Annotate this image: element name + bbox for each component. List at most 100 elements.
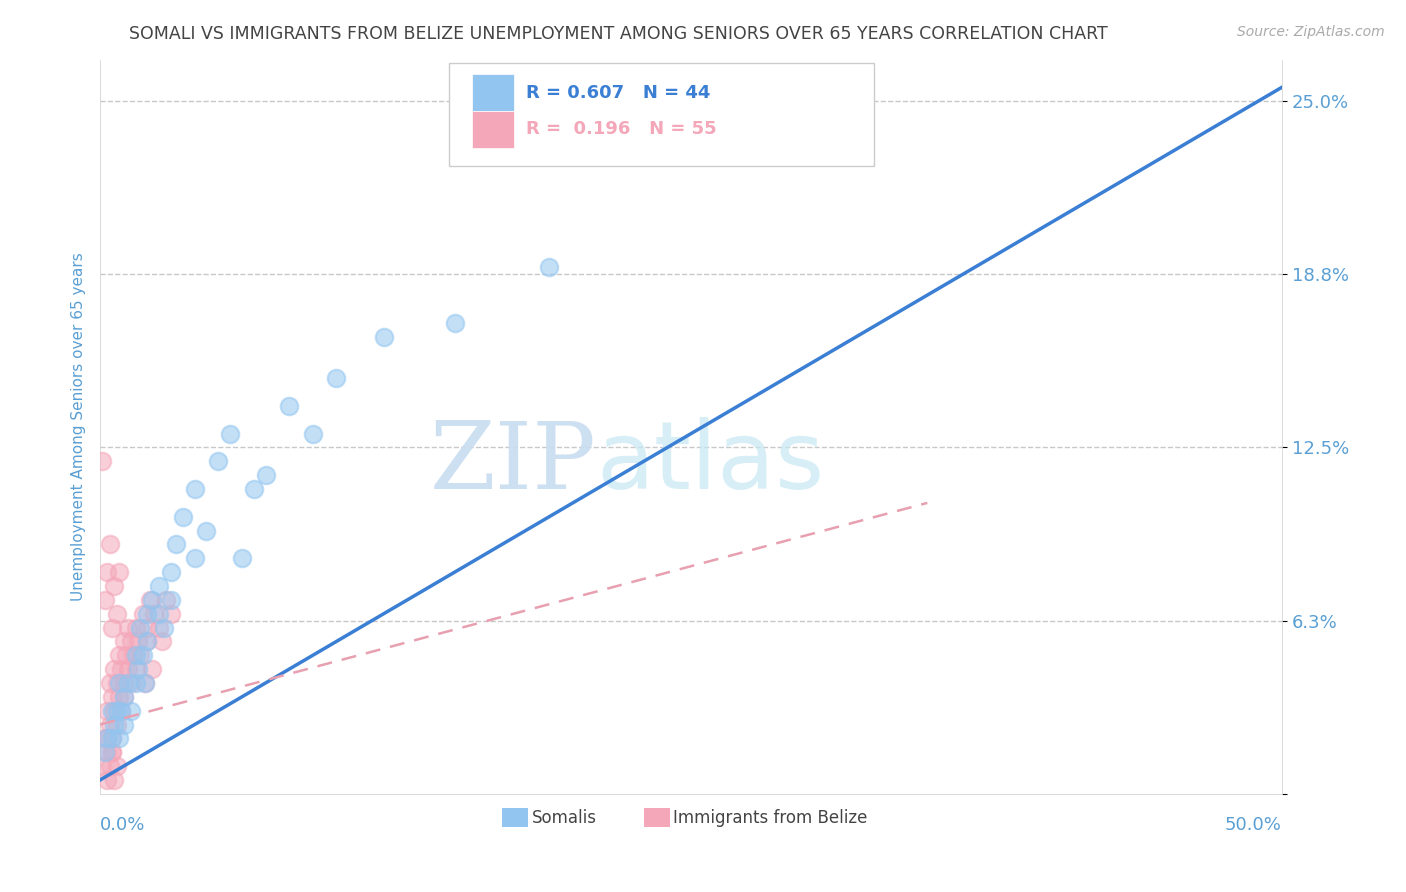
Point	[124, 621, 146, 635]
Point	[117, 676, 139, 690]
Point	[231, 551, 253, 566]
Point	[131, 607, 153, 621]
Point	[120, 634, 142, 648]
Point	[143, 607, 166, 621]
Point	[103, 704, 125, 718]
Text: R = 0.607   N = 44: R = 0.607 N = 44	[526, 84, 710, 102]
FancyBboxPatch shape	[644, 808, 669, 827]
Point	[103, 772, 125, 787]
Point	[98, 717, 121, 731]
Point	[219, 426, 242, 441]
Point	[538, 260, 561, 275]
Point	[117, 621, 139, 635]
Text: SOMALI VS IMMIGRANTS FROM BELIZE UNEMPLOYMENT AMONG SENIORS OVER 65 YEARS CORREL: SOMALI VS IMMIGRANTS FROM BELIZE UNEMPLO…	[129, 25, 1108, 43]
Point	[98, 676, 121, 690]
Point	[124, 648, 146, 663]
Point	[98, 759, 121, 773]
Point	[139, 592, 162, 607]
Point	[112, 690, 135, 704]
Point	[124, 662, 146, 676]
Point	[127, 634, 149, 648]
Point	[112, 690, 135, 704]
Point	[101, 745, 124, 759]
Point	[148, 621, 170, 635]
Point	[105, 607, 128, 621]
Point	[96, 731, 118, 746]
FancyBboxPatch shape	[472, 74, 513, 111]
FancyBboxPatch shape	[502, 808, 527, 827]
Point	[101, 745, 124, 759]
Point	[153, 621, 176, 635]
Point	[105, 717, 128, 731]
Point	[105, 704, 128, 718]
Point	[160, 565, 183, 579]
Point	[108, 731, 131, 746]
Point	[110, 704, 132, 718]
Point	[278, 399, 301, 413]
Point	[141, 662, 163, 676]
Point	[101, 621, 124, 635]
Point	[96, 745, 118, 759]
Point	[183, 551, 205, 566]
Point	[751, 108, 773, 122]
Point	[98, 537, 121, 551]
Point	[136, 634, 159, 648]
Point	[129, 621, 152, 635]
Text: R =  0.196   N = 55: R = 0.196 N = 55	[526, 120, 716, 138]
Point	[325, 371, 347, 385]
Point	[160, 592, 183, 607]
Point	[108, 676, 131, 690]
Point	[131, 648, 153, 663]
Point	[115, 648, 138, 663]
Point	[91, 759, 114, 773]
FancyBboxPatch shape	[472, 111, 513, 148]
Point	[103, 662, 125, 676]
Point	[120, 676, 142, 690]
Point	[127, 662, 149, 676]
Point	[94, 592, 117, 607]
Point	[160, 607, 183, 621]
Y-axis label: Unemployment Among Seniors over 65 years: Unemployment Among Seniors over 65 years	[72, 252, 86, 601]
Text: 0.0%: 0.0%	[100, 816, 145, 834]
Point	[148, 579, 170, 593]
Point	[112, 634, 135, 648]
Point	[254, 468, 277, 483]
Point	[96, 772, 118, 787]
Point	[105, 759, 128, 773]
Point	[108, 690, 131, 704]
Point	[101, 704, 124, 718]
Point	[103, 717, 125, 731]
Point	[183, 482, 205, 496]
Point	[124, 676, 146, 690]
Text: Immigrants from Belize: Immigrants from Belize	[673, 809, 868, 827]
Point	[101, 731, 124, 746]
Point	[112, 676, 135, 690]
Point	[96, 565, 118, 579]
Point	[242, 482, 264, 496]
Point	[117, 662, 139, 676]
Point	[101, 731, 124, 746]
FancyBboxPatch shape	[449, 63, 875, 166]
Point	[91, 454, 114, 468]
Point	[112, 717, 135, 731]
Point	[94, 731, 117, 746]
Point	[373, 329, 395, 343]
Point	[150, 634, 173, 648]
Point	[108, 648, 131, 663]
Point	[110, 662, 132, 676]
Point	[195, 524, 218, 538]
Point	[155, 592, 177, 607]
Point	[165, 537, 187, 551]
Point	[101, 690, 124, 704]
Point	[134, 676, 156, 690]
Text: ZIP: ZIP	[430, 418, 596, 508]
Point	[105, 676, 128, 690]
Point	[141, 592, 163, 607]
Point	[108, 565, 131, 579]
Point	[136, 634, 159, 648]
Point	[172, 509, 194, 524]
Point	[134, 676, 156, 690]
Point	[207, 454, 229, 468]
Point	[103, 579, 125, 593]
Point	[96, 731, 118, 746]
